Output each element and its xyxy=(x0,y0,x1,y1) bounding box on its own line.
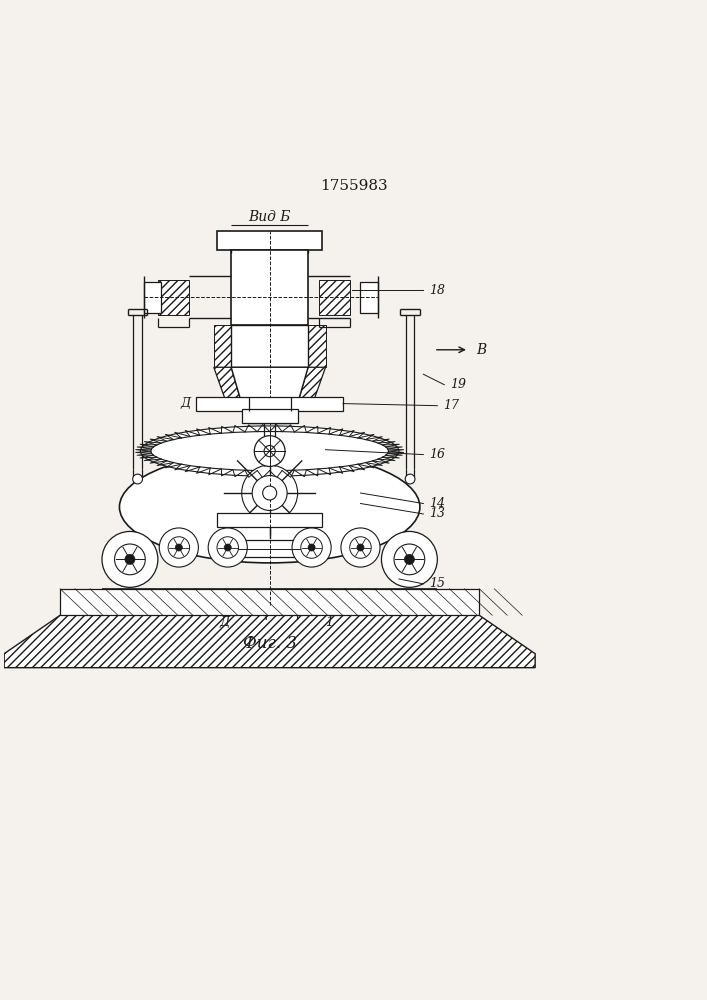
Circle shape xyxy=(404,554,414,564)
Text: Д: Д xyxy=(219,616,229,629)
Circle shape xyxy=(242,465,298,521)
Polygon shape xyxy=(299,367,325,399)
Bar xyxy=(217,513,322,527)
Circle shape xyxy=(168,537,189,558)
Bar xyxy=(231,325,308,367)
Circle shape xyxy=(382,531,438,587)
Bar xyxy=(361,282,378,313)
Bar xyxy=(319,280,350,315)
Circle shape xyxy=(300,537,322,558)
Bar xyxy=(214,325,231,367)
Circle shape xyxy=(208,528,247,567)
Circle shape xyxy=(175,544,182,551)
Text: Вид Б: Вид Б xyxy=(248,210,291,224)
Bar xyxy=(60,589,479,615)
Bar xyxy=(231,250,308,325)
Polygon shape xyxy=(214,367,240,399)
Bar xyxy=(308,325,325,367)
Circle shape xyxy=(125,554,135,564)
Bar xyxy=(217,231,322,250)
Circle shape xyxy=(217,537,238,558)
Ellipse shape xyxy=(151,432,388,471)
Circle shape xyxy=(252,476,287,510)
Bar xyxy=(158,280,189,315)
Text: Фиг. 3: Фиг. 3 xyxy=(243,635,297,652)
Bar xyxy=(144,282,161,313)
Circle shape xyxy=(292,528,331,567)
Polygon shape xyxy=(231,367,308,399)
Bar xyxy=(228,540,312,557)
Circle shape xyxy=(341,528,380,567)
Circle shape xyxy=(350,537,371,558)
Ellipse shape xyxy=(119,451,420,563)
Circle shape xyxy=(224,544,231,551)
Bar xyxy=(242,409,298,423)
Text: 15: 15 xyxy=(429,577,445,590)
Text: 14: 14 xyxy=(429,497,445,510)
Polygon shape xyxy=(4,615,535,668)
Text: 1: 1 xyxy=(325,616,333,629)
Circle shape xyxy=(115,544,146,575)
Circle shape xyxy=(159,528,199,567)
Circle shape xyxy=(308,544,315,551)
Circle shape xyxy=(102,531,158,587)
Circle shape xyxy=(357,544,364,551)
Text: В: В xyxy=(476,343,486,357)
Circle shape xyxy=(133,474,143,484)
Text: 18: 18 xyxy=(429,284,445,297)
Circle shape xyxy=(263,486,276,500)
Text: Д: Д xyxy=(181,397,191,410)
Ellipse shape xyxy=(141,426,399,476)
Bar xyxy=(197,397,343,411)
Text: 16: 16 xyxy=(429,448,445,461)
Circle shape xyxy=(264,446,275,457)
Text: 19: 19 xyxy=(450,378,466,391)
Text: 17: 17 xyxy=(443,399,459,412)
Circle shape xyxy=(394,544,425,575)
Text: 13: 13 xyxy=(429,507,445,520)
Circle shape xyxy=(405,474,415,484)
Text: 1755983: 1755983 xyxy=(320,179,387,193)
Bar xyxy=(249,399,291,423)
Circle shape xyxy=(255,436,285,466)
